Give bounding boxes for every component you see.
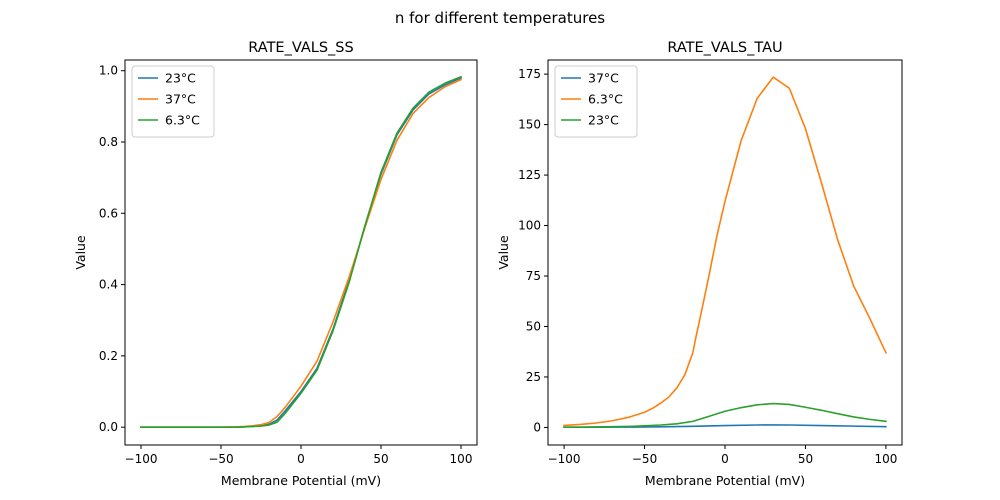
chart-1-legend-label-1: 23°C [165, 71, 196, 86]
chart-1-y-tick-label: 0.8 [99, 135, 118, 149]
chart-2-x-tick-label: 0 [721, 452, 729, 466]
chart-2-y-tick-label: 125 [518, 168, 541, 182]
chart-2-y-tick-label: 75 [526, 269, 541, 283]
chart-1-x-axis-label: Membrane Potential (mV) [221, 473, 381, 488]
chart-2-legend-label-1: 37°C [588, 71, 619, 86]
figure-suptitle: n for different temperatures [395, 9, 605, 27]
chart-2-y-tick-label: 150 [518, 118, 541, 132]
chart-1-series-group [140, 75, 463, 428]
chart-1-legend-label-2: 37°C [165, 92, 196, 107]
chart-1-y-tick-label: 1.0 [99, 64, 118, 78]
chart-1-title: RATE_VALS_SS [248, 40, 353, 56]
chart-1-x-tick-label: −50 [208, 452, 233, 466]
chart-2: −100 −50 0 50 100 0 25 50 75 100 125 150 175 RATE_VAL… [496, 40, 903, 488]
chart-1-y-tick-label: 0.6 [99, 206, 118, 220]
chart-1-legend-label-3: 6.3°C [165, 113, 200, 128]
chart-2-y-tick-label: 175 [518, 67, 541, 81]
chart-2-legend-label-3: 23°C [588, 113, 619, 128]
chart-2-x-tick-label: 50 [798, 452, 813, 466]
chart-1-y-axis-label: Value [73, 235, 88, 270]
chart-1-x-tick-label: 0 [297, 452, 305, 466]
chart-2-y-axis-label: Value [496, 235, 511, 270]
chart-2-y-tick-label: 0 [533, 420, 541, 434]
chart-1-series-line-3 [140, 75, 463, 428]
chart-2-series-group [563, 76, 887, 429]
chart-1: −100 −50 0 50 100 0.0 0.2 0.4 0.6 0.8 1.0 RATE_VALS… [73, 40, 478, 488]
chart-2-x-tick-label: 100 [874, 452, 897, 466]
chart-1-x-tick-label: −100 [125, 452, 158, 466]
chart-2-legend-label-2: 6.3°C [588, 92, 623, 107]
chart-1-x-tick-label: 50 [373, 452, 388, 466]
chart-2-series-line-3 [563, 402, 887, 429]
chart-2-title: RATE_VALS_TAU [667, 40, 782, 56]
chart-2-x-axis-label: Membrane Potential (mV) [645, 473, 805, 488]
chart-2-x-tick-label: −50 [632, 452, 657, 466]
chart-1-y-tick-label: 0.2 [99, 349, 118, 363]
chart-2-y-tick-label: 100 [518, 219, 541, 233]
chart-2-legend: 37°C 6.3°C 23°C [554, 65, 638, 138]
chart-1-legend: 23°C 37°C 6.3°C [131, 65, 215, 138]
chart-1-x-tick-label: 100 [450, 452, 473, 466]
chart-1-y-tick-label: 0.4 [99, 278, 118, 292]
chart-2-series-line-2 [563, 76, 887, 427]
chart-2-y-tick-label: 50 [526, 319, 541, 333]
chart-1-y-tick-label: 0.0 [99, 420, 118, 434]
chart-2-y-tick-label: 25 [526, 370, 541, 384]
chart-2-x-tick-label: −100 [548, 452, 581, 466]
